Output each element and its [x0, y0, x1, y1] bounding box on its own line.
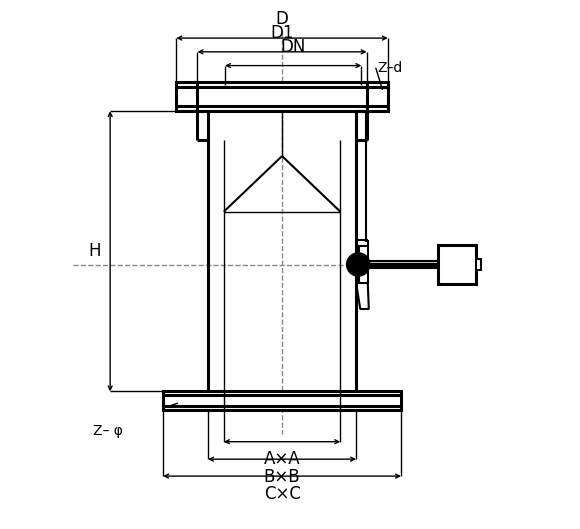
Circle shape: [347, 253, 370, 276]
Text: Z– φ: Z– φ: [93, 424, 122, 438]
Text: C×C: C×C: [264, 485, 300, 503]
Text: D1: D1: [270, 24, 294, 42]
Polygon shape: [176, 82, 388, 111]
Polygon shape: [163, 391, 401, 410]
Text: DN: DN: [281, 38, 306, 56]
Text: H: H: [88, 242, 100, 260]
Text: D: D: [276, 10, 288, 28]
Polygon shape: [359, 246, 368, 283]
Polygon shape: [438, 244, 476, 284]
Text: B×B: B×B: [264, 468, 300, 486]
Text: Z–d: Z–d: [377, 61, 403, 75]
Polygon shape: [476, 259, 481, 270]
Text: A×A: A×A: [264, 450, 300, 468]
